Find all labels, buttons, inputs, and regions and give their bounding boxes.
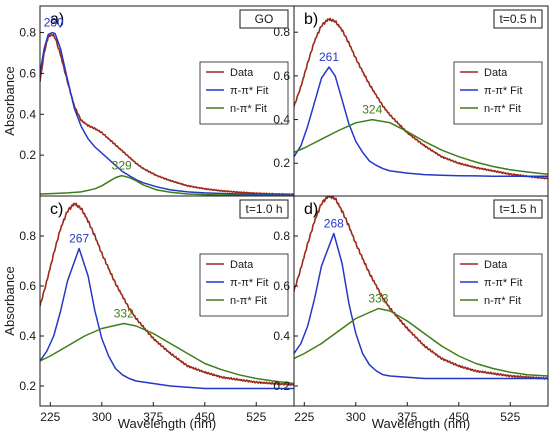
condition-box: [239, 199, 289, 219]
condition-box: [493, 199, 543, 219]
series-line-n-pi-fit: [294, 118, 548, 175]
y-tick-label: 0.2: [273, 379, 290, 393]
series-line-data: [40, 202, 294, 386]
legend-entry: Data: [484, 259, 508, 271]
legend-entry: n-π* Fit: [484, 103, 521, 115]
series-line-n-pi-fit: [294, 307, 548, 377]
x-tick-label: 375: [397, 410, 417, 424]
panel-label: a): [50, 11, 64, 28]
series-line-n-pi-fit: [40, 322, 294, 385]
panel-b: 0.2 0.4 0.6 0.8 b) t=0.5 h Data π-π* Fit n-π* Fi…: [273, 5, 549, 197]
legend-entry: π-π* Fit: [230, 85, 268, 97]
y-tick-label: 0.2: [19, 379, 36, 393]
condition-label: t=0.5 h: [499, 12, 536, 26]
legend-entry: π-π* Fit: [484, 85, 522, 97]
legend-entry: π-π* Fit: [484, 277, 522, 289]
peak-label: 329: [112, 159, 132, 173]
condition-box: [493, 9, 543, 29]
peak-label: 267: [69, 232, 89, 246]
panel-label: d): [304, 201, 318, 218]
y-tick-label: 0.2: [273, 156, 290, 170]
y-tick-label: 0.4: [273, 113, 290, 127]
legend-entry: n-π* Fit: [230, 295, 267, 307]
legend-entry: π-π* Fit: [230, 277, 268, 289]
y-tick-label: 0.8: [19, 26, 36, 40]
series-line-pi-pi-fit: [294, 232, 548, 380]
peak-label: 324: [362, 103, 382, 117]
condition-label: GO: [255, 12, 274, 26]
x-tick-label: 525: [500, 410, 520, 424]
legend-entry: Data: [484, 67, 508, 79]
y-tick-label: 0.6: [19, 66, 36, 80]
plot-frame: [293, 195, 549, 407]
series-line-n-pi-fit: [40, 174, 294, 196]
peak-label: 261: [319, 50, 339, 64]
x-axis-label: Wavelength (nm): [118, 416, 217, 431]
y-axis-label: Absorbance: [2, 66, 17, 135]
condition-box: [239, 9, 289, 29]
y-tick-label: 0.8: [273, 25, 290, 39]
y-tick-label: 0.6: [273, 69, 290, 83]
x-tick-label: 375: [143, 410, 163, 424]
y-tick-label: 0.6: [273, 279, 290, 293]
legend-entry: Data: [230, 259, 254, 271]
x-tick-label: 525: [246, 410, 266, 424]
peak-label: 332: [114, 307, 134, 321]
x-tick-label: 450: [195, 410, 215, 424]
peak-label: 333: [368, 292, 388, 306]
x-axis-label: Wavelength (nm): [372, 416, 471, 431]
panel-a: 0.2 0.4 0.6 0.8 a) GO Data π-π* Fit n-π* Fit 230 3…: [2, 5, 295, 197]
peak-label: 230: [44, 16, 64, 30]
series-line-pi-pi-fit: [40, 31, 294, 196]
series-line-pi-pi-fit: [294, 66, 548, 178]
legend-entry: Data: [230, 67, 254, 79]
panel-d: 0.2 0.4 0.6 0.8 225 300 375 450 525 d) t=1.5 h Data…: [273, 195, 549, 431]
series-line-data: [294, 196, 548, 380]
peak-label: 268: [324, 217, 344, 231]
y-tick-label: 0.4: [273, 329, 290, 343]
x-tick-label: 225: [40, 410, 60, 424]
x-tick-label: 450: [449, 410, 469, 424]
y-tick-label: 0.8: [273, 229, 290, 243]
legend-entry: n-π* Fit: [230, 103, 267, 115]
x-tick-label: 300: [346, 410, 366, 424]
series-line-data: [40, 33, 294, 196]
y-tick-label: 0.4: [19, 107, 36, 121]
panel-c: 0.2 0.4 0.6 0.8 225 300 375 450 525 c) t=1.0 h Data…: [2, 195, 295, 431]
y-tick-label: 0.6: [19, 279, 36, 293]
y-tick-label: 0.8: [19, 229, 36, 243]
x-tick-label: 225: [294, 410, 314, 424]
panel-label: c): [50, 201, 63, 218]
x-tick-label: 300: [92, 410, 112, 424]
y-tick-label: 0.4: [19, 329, 36, 343]
legend-entry: n-π* Fit: [484, 295, 521, 307]
y-tick-label: 0.2: [19, 148, 36, 162]
condition-label: t=1.5 h: [499, 202, 536, 216]
panel-label: b): [304, 11, 318, 28]
condition-label: t=1.0 h: [245, 202, 282, 216]
series-line-data: [294, 17, 548, 180]
y-axis-label: Absorbance: [2, 266, 17, 335]
series-line-pi-pi-fit: [40, 247, 294, 390]
